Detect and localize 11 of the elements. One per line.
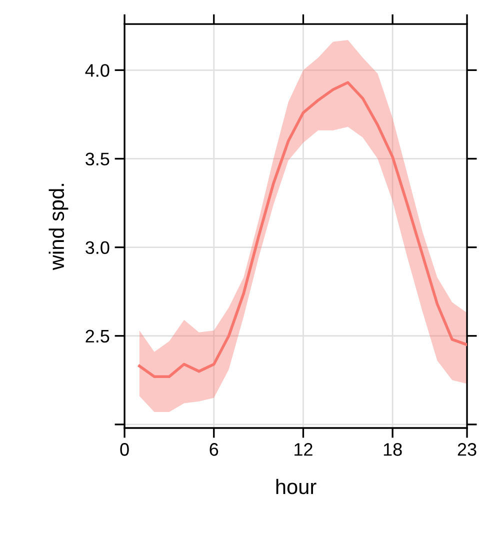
x-tick-label: 6 [210,443,218,456]
y-tick-label: 4.0 [85,64,110,77]
x-tick-label: 0 [120,443,129,456]
y-tick-label: 2.5 [86,330,110,343]
y-tick-label: 3.5 [86,152,110,166]
y-axis-title: wind spd. [48,184,68,270]
x-tick-label: 23 [458,443,476,456]
x-tick-label: 12 [294,443,312,456]
x-axis-title: hour [276,478,316,494]
x-tick-label: 18 [384,443,402,456]
y-tick-label: 3.0 [86,241,110,254]
